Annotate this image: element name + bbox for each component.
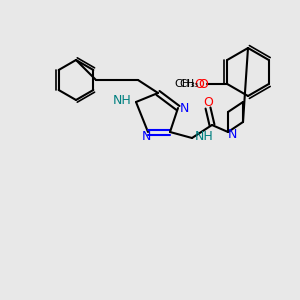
Text: CH₃: CH₃: [180, 79, 199, 89]
Text: CH₃: CH₃: [175, 79, 196, 89]
Text: N: N: [179, 101, 189, 115]
Text: O: O: [198, 77, 208, 91]
Text: N: N: [141, 130, 151, 142]
Text: O: O: [194, 77, 204, 91]
Text: NH: NH: [195, 130, 214, 142]
Text: O: O: [203, 95, 213, 109]
Text: NH: NH: [113, 94, 132, 106]
Text: N: N: [227, 128, 237, 140]
